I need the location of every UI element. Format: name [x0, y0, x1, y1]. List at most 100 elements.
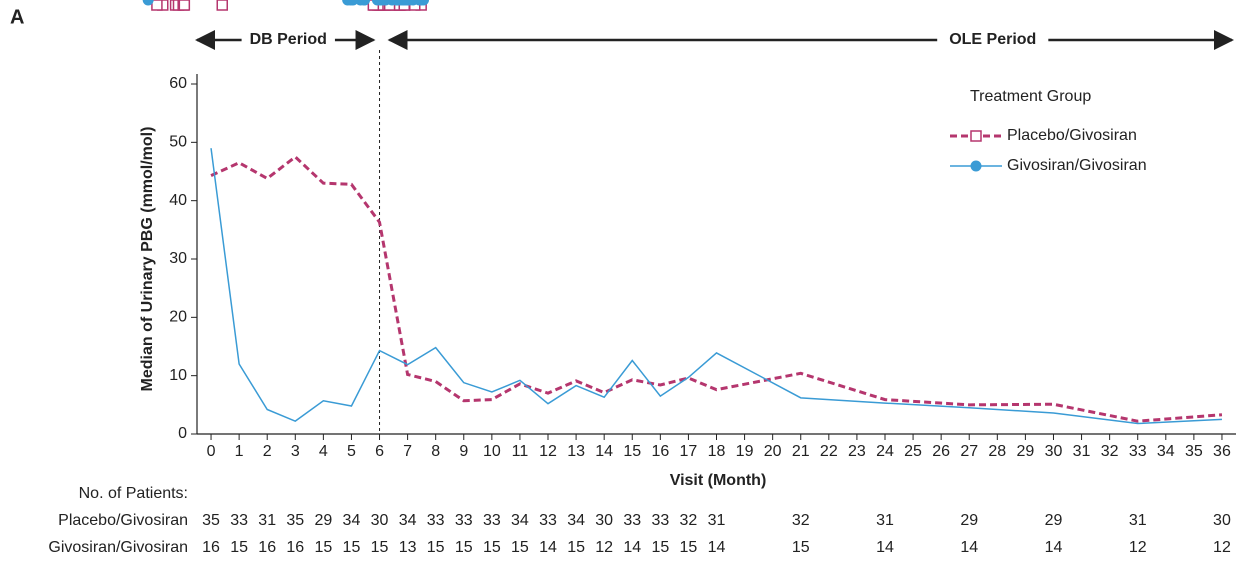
patients-count: 35	[286, 512, 304, 529]
patients-count: 16	[286, 539, 304, 556]
x-tick-label: 28	[988, 443, 1006, 460]
patients-count: 34	[567, 512, 585, 529]
patients-count: 14	[708, 539, 726, 556]
x-tick-label: 2	[263, 443, 272, 460]
patients-count: 14	[960, 539, 978, 556]
x-tick-label: 32	[1101, 443, 1119, 460]
x-tick-label: 27	[960, 443, 978, 460]
data-point	[347, 0, 359, 6]
x-tick-label: 7	[403, 443, 412, 460]
series-line	[210, 148, 1222, 425]
x-tick-label: 6	[375, 443, 384, 460]
y-axis-label: Median of Urinary PBG (mmol/mol)	[139, 127, 156, 392]
x-tick-label: 10	[483, 443, 501, 460]
data-point	[178, 0, 191, 11]
y-tick-label: 50	[169, 134, 187, 151]
patients-count: 34	[399, 512, 417, 529]
x-tick-label: 24	[876, 443, 894, 460]
patients-row-label: Placebo/Givosiran	[58, 512, 188, 529]
patients-count: 14	[876, 539, 894, 556]
patients-count: 33	[455, 512, 473, 529]
x-tick-label: 17	[680, 443, 698, 460]
x-tick-label: 9	[459, 443, 468, 460]
x-tick-label: 16	[651, 443, 669, 460]
y-tick-label: 60	[169, 75, 187, 92]
patients-count: 34	[343, 512, 361, 529]
x-tick-label: 22	[820, 443, 838, 460]
patients-count: 34	[511, 512, 529, 529]
patients-count: 15	[511, 539, 529, 556]
x-tick-label: 20	[764, 443, 782, 460]
x-axis-label: Visit (Month)	[670, 472, 767, 489]
patients-count: 15	[680, 539, 698, 556]
patients-count: 15	[455, 539, 473, 556]
patients-count: 33	[427, 512, 445, 529]
x-tick-label: 11	[512, 443, 529, 460]
data-point	[216, 0, 228, 11]
patients-count: 15	[792, 539, 810, 556]
patients-count: 12	[595, 539, 613, 556]
x-tick-label: 30	[1045, 443, 1063, 460]
patients-count: 13	[399, 539, 417, 556]
x-tick-label: 29	[1016, 443, 1034, 460]
x-tick-label: 3	[291, 443, 300, 460]
patients-count: 14	[623, 539, 641, 556]
y-tick-label: 0	[178, 425, 187, 442]
patients-count: 32	[680, 512, 698, 529]
x-tick-label: 0	[207, 443, 216, 460]
x-tick-label: 8	[431, 443, 440, 460]
patients-count: 15	[314, 539, 332, 556]
x-tick-label: 12	[539, 443, 557, 460]
patients-count: 31	[876, 512, 894, 529]
x-tick-label: 36	[1213, 443, 1231, 460]
data-point	[380, 0, 392, 6]
period-label: OLE Period	[949, 31, 1036, 48]
patients-count: 30	[595, 512, 613, 529]
patients-count: 29	[314, 512, 332, 529]
patients-count: 15	[651, 539, 669, 556]
patients-count: 30	[371, 512, 389, 529]
legend-title: Treatment Group	[970, 88, 1091, 105]
patients-count: 15	[427, 539, 445, 556]
x-tick-label: 5	[347, 443, 356, 460]
patients-count: 15	[343, 539, 361, 556]
patients-count: 15	[371, 539, 389, 556]
patients-count: 32	[792, 512, 810, 529]
x-tick-label: 4	[319, 443, 328, 460]
patients-count: 33	[483, 512, 501, 529]
patients-count: 29	[1045, 512, 1063, 529]
y-tick-label: 40	[169, 192, 187, 209]
patients-count: 31	[1129, 512, 1147, 529]
x-tick-label: 14	[595, 443, 613, 460]
patients-count: 33	[230, 512, 248, 529]
x-tick-label: 33	[1129, 443, 1147, 460]
patients-count: 12	[1129, 539, 1147, 556]
patients-count: 29	[960, 512, 978, 529]
patients-count: 30	[1213, 512, 1231, 529]
patients-count: 31	[258, 512, 276, 529]
patients-count: 15	[483, 539, 501, 556]
patients-count: 12	[1213, 539, 1231, 556]
data-point	[151, 0, 163, 11]
x-tick-label: 23	[848, 443, 866, 460]
patients-count: 14	[1045, 539, 1063, 556]
legend-label: Placebo/Givosiran	[1007, 127, 1137, 144]
patients-count: 16	[202, 539, 220, 556]
panel-label: A	[10, 6, 24, 28]
patients-title: No. of Patients:	[79, 485, 188, 502]
legend-marker	[970, 160, 982, 172]
x-tick-label: 34	[1157, 443, 1175, 460]
patients-count: 33	[623, 512, 641, 529]
x-tick-label: 26	[932, 443, 950, 460]
y-tick-label: 20	[169, 309, 187, 326]
patients-count: 31	[708, 512, 726, 529]
x-tick-label: 13	[567, 443, 585, 460]
x-tick-label: 21	[792, 443, 810, 460]
x-tick-label: 1	[235, 443, 244, 460]
x-tick-label: 18	[708, 443, 726, 460]
patients-count: 16	[258, 539, 276, 556]
series-line	[210, 154, 1223, 423]
y-tick-label: 30	[169, 250, 187, 267]
period-label: DB Period	[250, 31, 327, 48]
